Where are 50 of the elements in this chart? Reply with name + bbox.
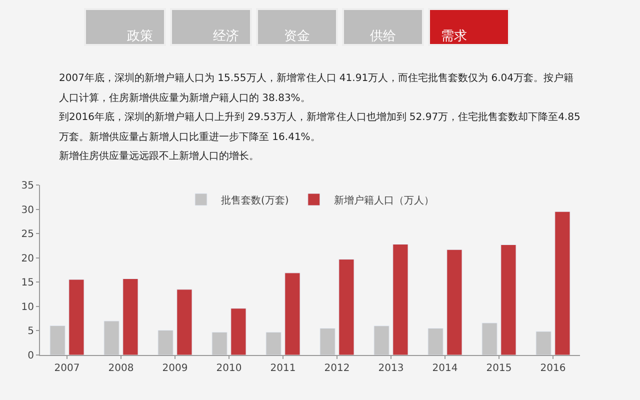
- bar: [104, 320, 120, 355]
- bar: [212, 332, 228, 355]
- text: 供给: [370, 29, 396, 44]
- text: 万套。新增供应量占新增人口比重进一步下降至 16.41%。: [59, 131, 320, 143]
- bar: [50, 325, 66, 355]
- y-tick-label: 15: [21, 278, 34, 289]
- bar: [338, 259, 354, 355]
- x-tick-label: 2011: [270, 363, 296, 374]
- text: 需求: [441, 29, 467, 44]
- legend-label: 新增户籍人口（万人）: [334, 194, 434, 206]
- bar: [482, 322, 498, 355]
- x-tick-label: 2014: [432, 363, 458, 374]
- text: 资金: [284, 29, 310, 44]
- text: 政策: [127, 29, 153, 44]
- x-tick-label: 2013: [378, 363, 404, 374]
- text: 2007年底，深圳的新增户籍人口为 15.55万人，新增常住人口 41.91万人，而住宅批售套数仅为 6.04万套。按户籍: [59, 72, 574, 84]
- bar: [320, 328, 336, 355]
- bar: [284, 272, 300, 355]
- x-tick-label: 2009: [162, 363, 188, 374]
- bar: [158, 330, 174, 355]
- text: 到2016年底，深圳的新增户籍人口上升到 29.53万人，新增常住人口也增加到 52.97万，住宅批售套数却下降至4.85: [59, 111, 580, 123]
- bar: [554, 211, 570, 355]
- bar: [266, 332, 282, 355]
- x-tick-label: 2010: [216, 363, 242, 374]
- bar: [446, 249, 462, 355]
- text: 新增住房供应量远远跟不上新增人口的增长。: [59, 150, 259, 162]
- y-tick-label: 0: [28, 350, 34, 362]
- bar: [374, 326, 390, 355]
- bar: [230, 308, 246, 355]
- bar: [392, 244, 408, 355]
- x-tick-label: 2015: [486, 363, 512, 374]
- text: 经济: [213, 29, 239, 44]
- bar: [176, 289, 192, 355]
- y-tick-label: 35: [21, 180, 34, 192]
- y-tick-label: 20: [21, 253, 34, 264]
- x-tick-label: 2016: [540, 363, 566, 374]
- text: 人口计算，住房新增供应量为新增户籍人口的 38.83%。: [59, 92, 310, 104]
- y-tick-label: 5: [28, 326, 34, 338]
- bar: [500, 244, 516, 355]
- bar: [122, 278, 138, 355]
- bar: [68, 279, 84, 355]
- y-tick-label: 10: [21, 302, 34, 313]
- y-tick-label: 25: [21, 229, 34, 240]
- bar: [536, 331, 552, 355]
- bar: [428, 328, 444, 355]
- legend-label: 批售套数(万套): [221, 194, 289, 206]
- x-tick-label: 2012: [324, 363, 350, 374]
- y-tick-label: 30: [21, 204, 34, 216]
- x-tick-label: 2007: [54, 363, 80, 374]
- x-tick-label: 2008: [108, 363, 134, 374]
